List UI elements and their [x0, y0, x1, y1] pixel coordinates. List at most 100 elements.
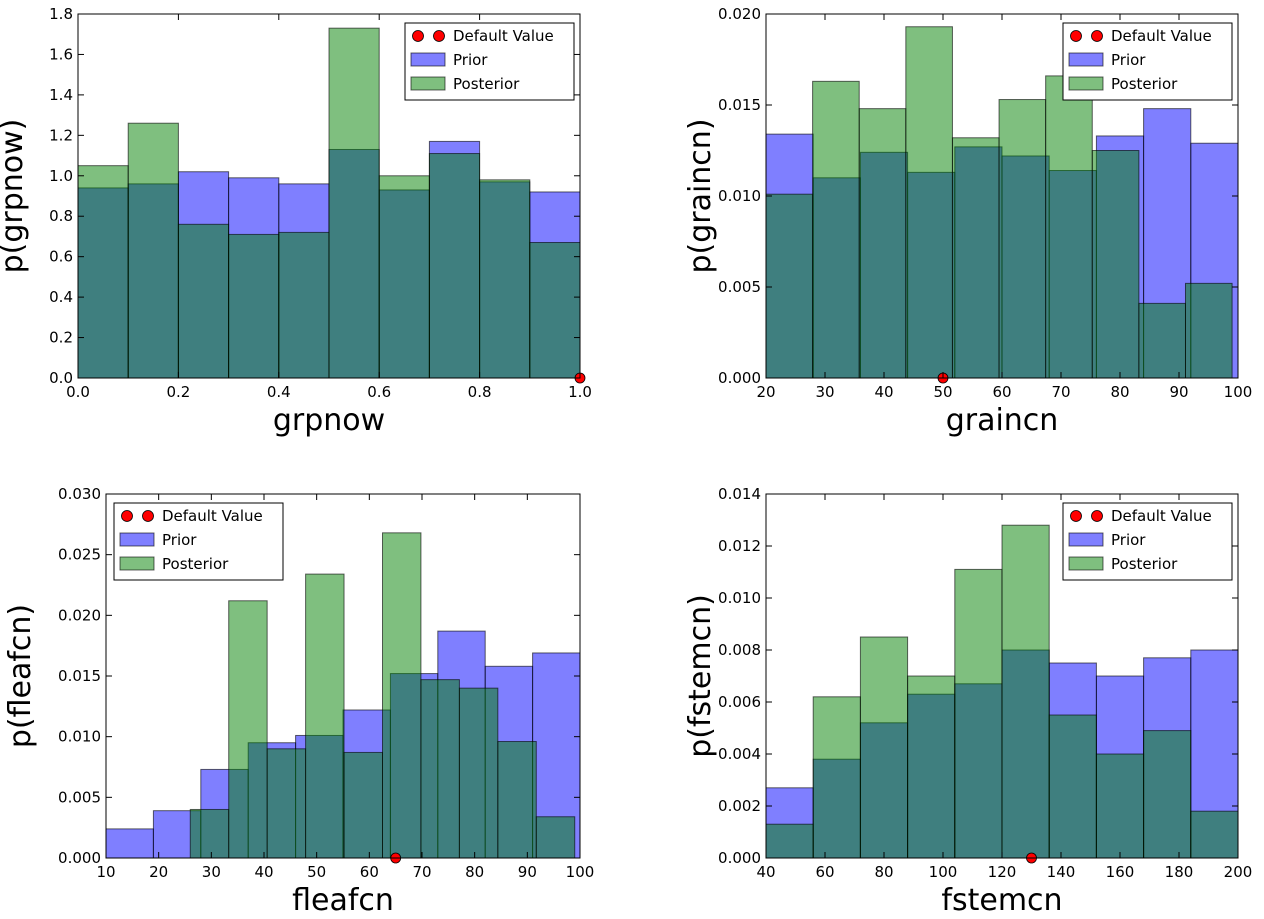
posterior-bar [305, 573, 345, 858]
posterior-bar [1184, 282, 1233, 378]
posterior-bar [177, 223, 230, 378]
legend-prior-swatch [119, 532, 155, 547]
posterior-bar [1138, 302, 1186, 378]
posterior-bar [497, 741, 537, 858]
x-tick-label: 80 [1110, 383, 1129, 401]
posterior-bar [228, 600, 268, 858]
legend-default-marker [1070, 30, 1082, 42]
legend-prior-swatch [410, 52, 446, 67]
y-tick-label: 0.0 [49, 369, 73, 387]
posterior-bar [266, 748, 307, 858]
legend-label-prior: Prior [1111, 531, 1146, 549]
y-tick-label: 1.0 [49, 167, 73, 185]
y-tick-label: 0.010 [718, 589, 761, 607]
x-tick-label: 60 [815, 863, 834, 881]
subplot-graincn: 20 30 40 50 60 70 80 90 100 0.000 0.005 0.010 0.015 0… [683, 5, 1252, 438]
x-axis-label: grpnow [273, 403, 385, 438]
x-tick-label: 180 [1165, 863, 1194, 881]
posterior-bar [998, 99, 1047, 378]
prior-bar [106, 828, 154, 858]
subplot-fleafcn: 10 20 30 40 50 60 70 80 90 100 0.000 0.005 0.010 0.01… [3, 485, 594, 918]
posterior-bar [905, 26, 953, 378]
y-tick-label: 0.000 [718, 369, 761, 387]
y-tick-label: 0.8 [49, 207, 73, 225]
x-tick-label: 80 [465, 863, 484, 881]
x-tick-label: 30 [202, 863, 221, 881]
legend-label-default: Default Value [1111, 507, 1212, 525]
y-tick-label: 0.4 [49, 288, 73, 306]
y-tick-label: 1.8 [49, 5, 73, 23]
legend: Default Value Prior Posterior [1062, 22, 1233, 101]
posterior-bar [954, 568, 1003, 858]
x-tick-label: 140 [1047, 863, 1076, 881]
subplot-fstemcn: 40 60 80 100 120 140 160 180 200 0.000 0.002 0.004 0… [683, 485, 1252, 918]
x-tick-label: 0.8 [468, 383, 492, 401]
legend-default-marker [1091, 510, 1103, 522]
y-tick-label: 0.025 [58, 546, 101, 564]
y-tick-label: 0.005 [718, 278, 761, 296]
x-tick-label: 60 [360, 863, 379, 881]
posterior-bar [278, 231, 330, 378]
y-tick-label: 0.000 [718, 849, 761, 867]
legend-posterior-swatch [1068, 76, 1104, 91]
legend-label-posterior: Posterior [1111, 75, 1178, 93]
posterior-bar [1091, 150, 1140, 378]
x-tick-label: 100 [929, 863, 958, 881]
posterior-bar [127, 122, 179, 378]
legend-posterior-swatch [410, 76, 446, 91]
posterior-bar [859, 636, 909, 858]
x-tick-label: 200 [1224, 863, 1253, 881]
legend-default-marker [412, 30, 424, 42]
posterior-bar [812, 80, 860, 378]
posterior-bar [858, 108, 907, 378]
posterior-bar [529, 242, 580, 378]
x-tick-label: 160 [1106, 863, 1135, 881]
y-tick-label: 0.005 [58, 788, 101, 806]
x-tick-label: 0.4 [267, 383, 291, 401]
x-tick-label: 0.6 [367, 383, 391, 401]
y-tick-label: 0.010 [58, 728, 101, 746]
x-tick-label: 40 [874, 383, 893, 401]
x-axis-label: graincn [946, 403, 1059, 438]
y-tick-label: 0.002 [718, 797, 761, 815]
legend-label-prior: Prior [162, 531, 197, 549]
posterior-bar [189, 808, 230, 858]
legend-prior-swatch [1068, 532, 1104, 547]
y-tick-label: 0.008 [718, 641, 761, 659]
legend: Default Value Prior Posterior [404, 22, 575, 101]
legend-posterior-swatch [1068, 556, 1104, 571]
posterior-bar [479, 179, 531, 378]
legend-label-prior: Prior [1111, 51, 1146, 69]
legend-label-default: Default Value [453, 27, 554, 45]
x-tick-label: 70 [412, 863, 431, 881]
x-tick-label: 40 [756, 863, 775, 881]
y-tick-label: 0.010 [718, 187, 761, 205]
y-axis-label: p(grpnow) [0, 119, 30, 274]
posterior-bar [951, 137, 1000, 378]
y-tick-label: 0.2 [49, 329, 73, 347]
posterior-bar [1095, 753, 1145, 858]
y-axis-label: p(fstemcn) [683, 594, 718, 758]
x-tick-label: 30 [815, 383, 834, 401]
y-tick-label: 1.6 [49, 45, 73, 63]
y-tick-label: 0.012 [718, 537, 761, 555]
x-tick-label: 20 [149, 863, 168, 881]
x-tick-label: 20 [756, 383, 775, 401]
x-tick-label: 40 [254, 863, 273, 881]
posterior-bar [766, 823, 814, 858]
x-tick-label: 100 [1224, 383, 1253, 401]
posterior-bar [1143, 730, 1192, 858]
legend-label-posterior: Posterior [162, 555, 229, 573]
posterior-bar [328, 27, 380, 378]
posterior-bar [228, 233, 280, 378]
x-tick-label: 0.2 [166, 383, 190, 401]
y-tick-label: 0.004 [718, 745, 761, 763]
posterior-bar [458, 687, 499, 858]
x-tick-label: 120 [988, 863, 1017, 881]
x-tick-label: 10 [96, 863, 115, 881]
legend: Default Value Prior Posterior [1062, 502, 1233, 581]
x-axis-label: fstemcn [941, 883, 1062, 918]
x-tick-label: 50 [933, 383, 952, 401]
x-tick-label: 80 [874, 863, 893, 881]
